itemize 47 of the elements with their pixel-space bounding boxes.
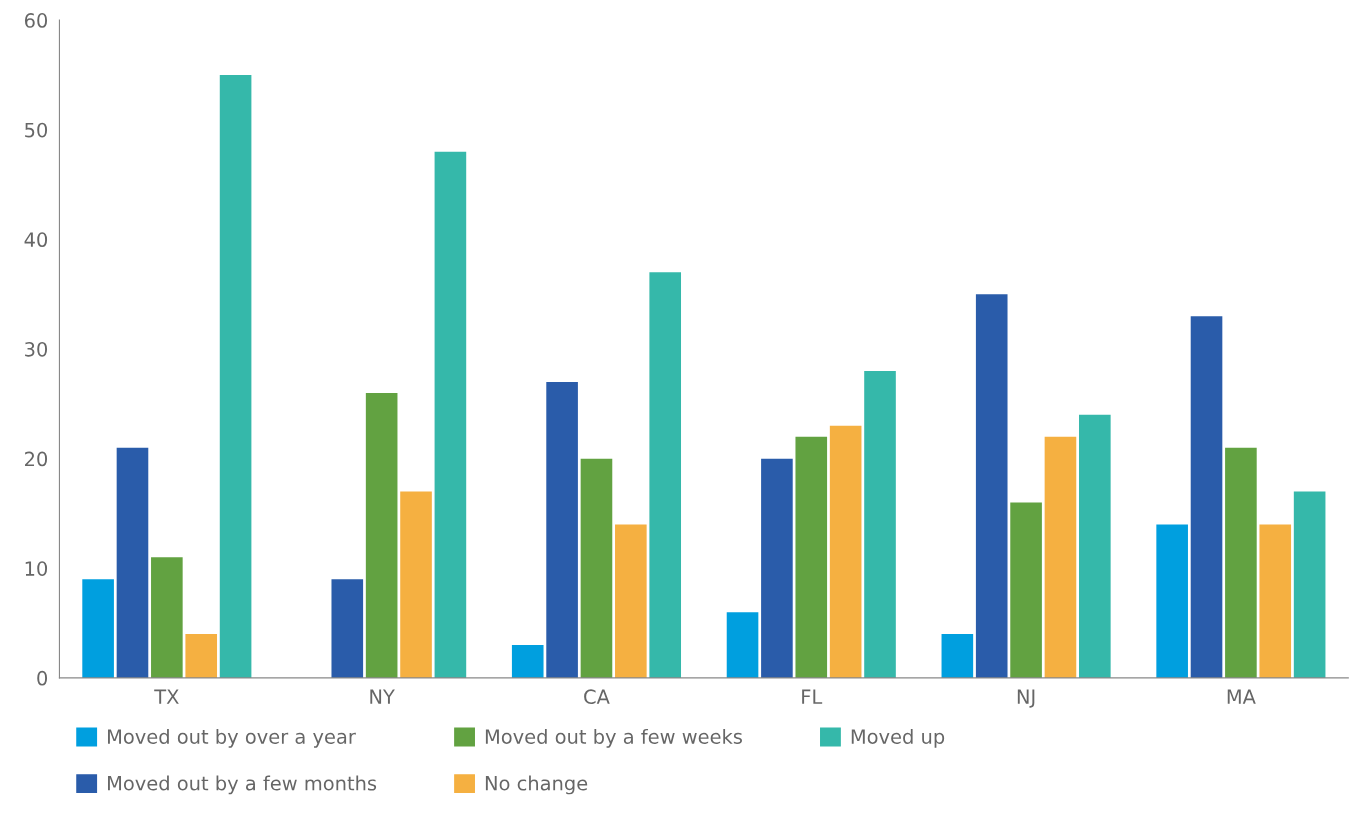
- bar: [1225, 447, 1257, 678]
- bar: [546, 381, 578, 678]
- legend-label: Moved up: [851, 728, 945, 748]
- bar: [151, 557, 183, 678]
- bar: [829, 425, 862, 678]
- bar: [649, 272, 682, 678]
- bar: [761, 458, 793, 678]
- bar: [400, 491, 432, 678]
- bar: [1190, 316, 1223, 678]
- x-tick-label: NJ: [1017, 689, 1035, 708]
- bar: [941, 634, 974, 678]
- bar: [726, 612, 759, 678]
- bar: [1079, 414, 1111, 678]
- bar: [615, 524, 647, 678]
- bar: [365, 392, 398, 678]
- bar: [580, 458, 613, 678]
- legend-label: Moved out by a few weeks: [485, 728, 742, 748]
- bar: [185, 634, 218, 678]
- legend-label: Moved out by over a year: [108, 728, 356, 748]
- bar: [1044, 436, 1077, 678]
- y-tick-label: 0: [37, 670, 48, 686]
- bar: [1259, 524, 1292, 678]
- legend-label: No change: [485, 775, 588, 795]
- bar: [116, 447, 149, 678]
- y-tick-label: 20: [25, 451, 48, 467]
- bar: [975, 294, 1008, 678]
- y-tick-label: 60: [24, 13, 48, 28]
- bar: [864, 370, 896, 678]
- y-tick-label: 50: [25, 122, 48, 138]
- y-tick-label: 30: [25, 341, 48, 357]
- x-tick-label: TX: [154, 689, 179, 704]
- bar: [1293, 491, 1326, 678]
- bar: [511, 645, 544, 678]
- bar: [434, 151, 467, 678]
- bar: [1156, 524, 1188, 678]
- bar: [331, 579, 364, 678]
- y-tick-label: 40: [24, 232, 48, 248]
- legend-label: Moved out by a few months: [108, 775, 377, 795]
- bar: [795, 436, 828, 678]
- y-tick-label: 10: [25, 561, 48, 576]
- x-tick-label: MA: [1227, 689, 1256, 704]
- x-tick-label: CA: [584, 689, 610, 705]
- bar: [219, 74, 252, 678]
- x-tick-label: NY: [370, 689, 395, 704]
- bar: [82, 579, 114, 678]
- x-tick-label: FL: [802, 689, 823, 704]
- bar: [1010, 502, 1042, 678]
